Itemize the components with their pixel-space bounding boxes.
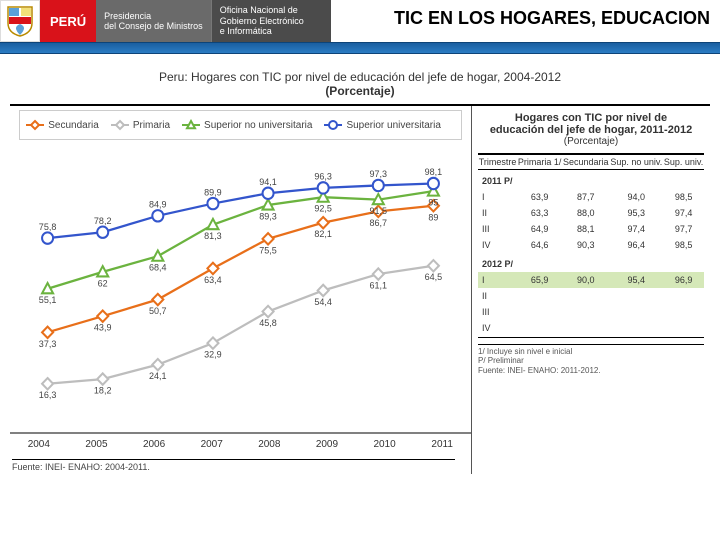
header-region: PERÚ Presidencia del Consejo de Ministro… — [0, 0, 720, 58]
x-label: 2006 — [125, 439, 183, 450]
data-table: TrimestrePrimaria 1/SecundariaSup. no un… — [478, 153, 704, 338]
table-row: I65,990,095,496,9 — [478, 272, 704, 288]
table-row: IV — [478, 320, 704, 336]
svg-text:95: 95 — [428, 197, 438, 207]
svg-text:81,3: 81,3 — [204, 231, 222, 241]
table-footnotes: 1/ Incluye sin nivel e inicial P/ Prelim… — [478, 344, 704, 376]
table-section-row: 2011 P/ — [478, 170, 704, 190]
svg-text:82,1: 82,1 — [314, 229, 332, 239]
content-region: Peru: Hogares con TIC por nivel de educa… — [10, 70, 710, 540]
x-label: 2011 — [413, 439, 471, 450]
x-label: 2009 — [298, 439, 356, 450]
svg-text:62: 62 — [98, 278, 108, 288]
svg-text:89,9: 89,9 — [204, 187, 222, 197]
peru-shield-icon — [0, 0, 40, 42]
gov-logo-block: PERÚ Presidencia del Consejo de Ministro… — [0, 0, 331, 42]
table-panel: Hogares con TIC por nivel de educación d… — [472, 106, 710, 474]
footnote-2: P/ Preliminar — [478, 356, 704, 366]
ongei-line1: Oficina Nacional de — [220, 5, 323, 15]
legend-item: Primaria — [111, 120, 170, 131]
svg-text:91,5: 91,5 — [370, 206, 388, 216]
chart-title-line1: Peru: Hogares con TIC por nivel de educa… — [10, 70, 710, 84]
svg-text:18,2: 18,2 — [94, 385, 112, 395]
svg-text:43,9: 43,9 — [94, 323, 112, 333]
svg-text:64,5: 64,5 — [425, 272, 443, 282]
x-label: 2010 — [356, 439, 414, 450]
x-label: 2007 — [183, 439, 241, 450]
svg-text:37,3: 37,3 — [39, 339, 57, 349]
svg-text:84,9: 84,9 — [149, 199, 167, 209]
table-section-row: 2012 P/ — [478, 253, 704, 272]
ongei-line3: e Informática — [220, 26, 323, 36]
figure-area: Secundaria Primaria Superior no universita… — [10, 104, 710, 474]
table-header: Trimestre — [478, 154, 517, 170]
chart-source: Fuente: INEI- ENAHO: 2004-2011. — [12, 459, 455, 472]
table-title-line2: educación del jefe de hogar, 2011-2012 — [490, 124, 692, 136]
svg-text:89,3: 89,3 — [259, 211, 277, 221]
svg-text:50,7: 50,7 — [149, 306, 167, 316]
table-subtitle: (Porcentaje) — [478, 136, 704, 147]
svg-text:75,8: 75,8 — [39, 222, 57, 232]
svg-text:54,4: 54,4 — [314, 297, 332, 307]
table-title: Hogares con TIC por nivel de educación d… — [478, 112, 704, 136]
x-label: 2008 — [241, 439, 299, 450]
peru-label: PERÚ — [40, 0, 96, 42]
svg-text:24,1: 24,1 — [149, 371, 167, 381]
table-row: III64,988,197,497,7 — [478, 221, 704, 237]
x-axis-labels: 20042005200620072008200920102011 — [10, 439, 471, 450]
svg-text:94,1: 94,1 — [259, 177, 277, 187]
svg-text:32,9: 32,9 — [204, 349, 222, 359]
svg-text:68,4: 68,4 — [149, 263, 167, 273]
plot-area: 16,3 18,2 24,1 32,9 45,8 54,4 61,1 64,5 37,3 43,9… — [10, 144, 471, 434]
svg-text:86,7: 86,7 — [370, 218, 388, 228]
table-row: II — [478, 288, 704, 304]
x-label: 2004 — [10, 439, 68, 450]
svg-text:75,5: 75,5 — [259, 245, 277, 255]
page-title: TIC EN LOS HOGARES, EDUCACION — [394, 8, 710, 29]
table-source: Fuente: INEI- ENAHO: 2011-2012. — [478, 366, 704, 376]
chart-panel: Secundaria Primaria Superior no universita… — [10, 106, 472, 474]
svg-text:98,1: 98,1 — [425, 167, 443, 177]
table-header: Primaria 1/ — [517, 154, 562, 170]
legend: Secundaria Primaria Superior no universita… — [19, 110, 462, 140]
pcm-line2: del Consejo de Ministros — [104, 21, 203, 31]
svg-text:92,5: 92,5 — [314, 204, 332, 214]
svg-text:78,2: 78,2 — [94, 216, 112, 226]
table-row: II63,388,095,397,4 — [478, 205, 704, 221]
svg-text:55,1: 55,1 — [39, 295, 57, 305]
header-blue-bar — [0, 42, 720, 54]
table-header: Secundaria — [562, 154, 609, 170]
table-header: Sup. no univ. — [609, 154, 663, 170]
table-row: III — [478, 304, 704, 320]
ongei-line2: Gobierno Electrónico — [220, 16, 323, 26]
footnote-1: 1/ Incluye sin nivel e inicial — [478, 347, 704, 357]
pcm-label: Presidencia del Consejo de Ministros — [96, 0, 211, 42]
svg-text:96,3: 96,3 — [314, 171, 332, 181]
legend-item: Superior no universitaria — [182, 120, 312, 131]
table-title-line1: Hogares con TIC por nivel de — [515, 112, 667, 124]
table-row: I63,987,794,098,5 — [478, 189, 704, 205]
table-header: Sup. univ. — [663, 154, 704, 170]
pcm-line1: Presidencia — [104, 11, 203, 21]
svg-text:16,3: 16,3 — [39, 390, 57, 400]
svg-text:89: 89 — [428, 212, 438, 222]
svg-text:97,3: 97,3 — [370, 169, 388, 179]
legend-item: Secundaria — [26, 120, 99, 131]
table-row: IV64,690,396,498,5 — [478, 237, 704, 253]
chart-title-line2: (Porcentaje) — [10, 84, 710, 98]
chart-title: Peru: Hogares con TIC por nivel de educa… — [10, 70, 710, 98]
svg-text:63,4: 63,4 — [204, 275, 222, 285]
svg-text:61,1: 61,1 — [370, 280, 388, 290]
legend-item: Superior universitaria — [324, 120, 441, 131]
x-label: 2005 — [68, 439, 126, 450]
ongei-label: Oficina Nacional de Gobierno Electrónico… — [211, 0, 331, 42]
svg-text:45,8: 45,8 — [259, 318, 277, 328]
